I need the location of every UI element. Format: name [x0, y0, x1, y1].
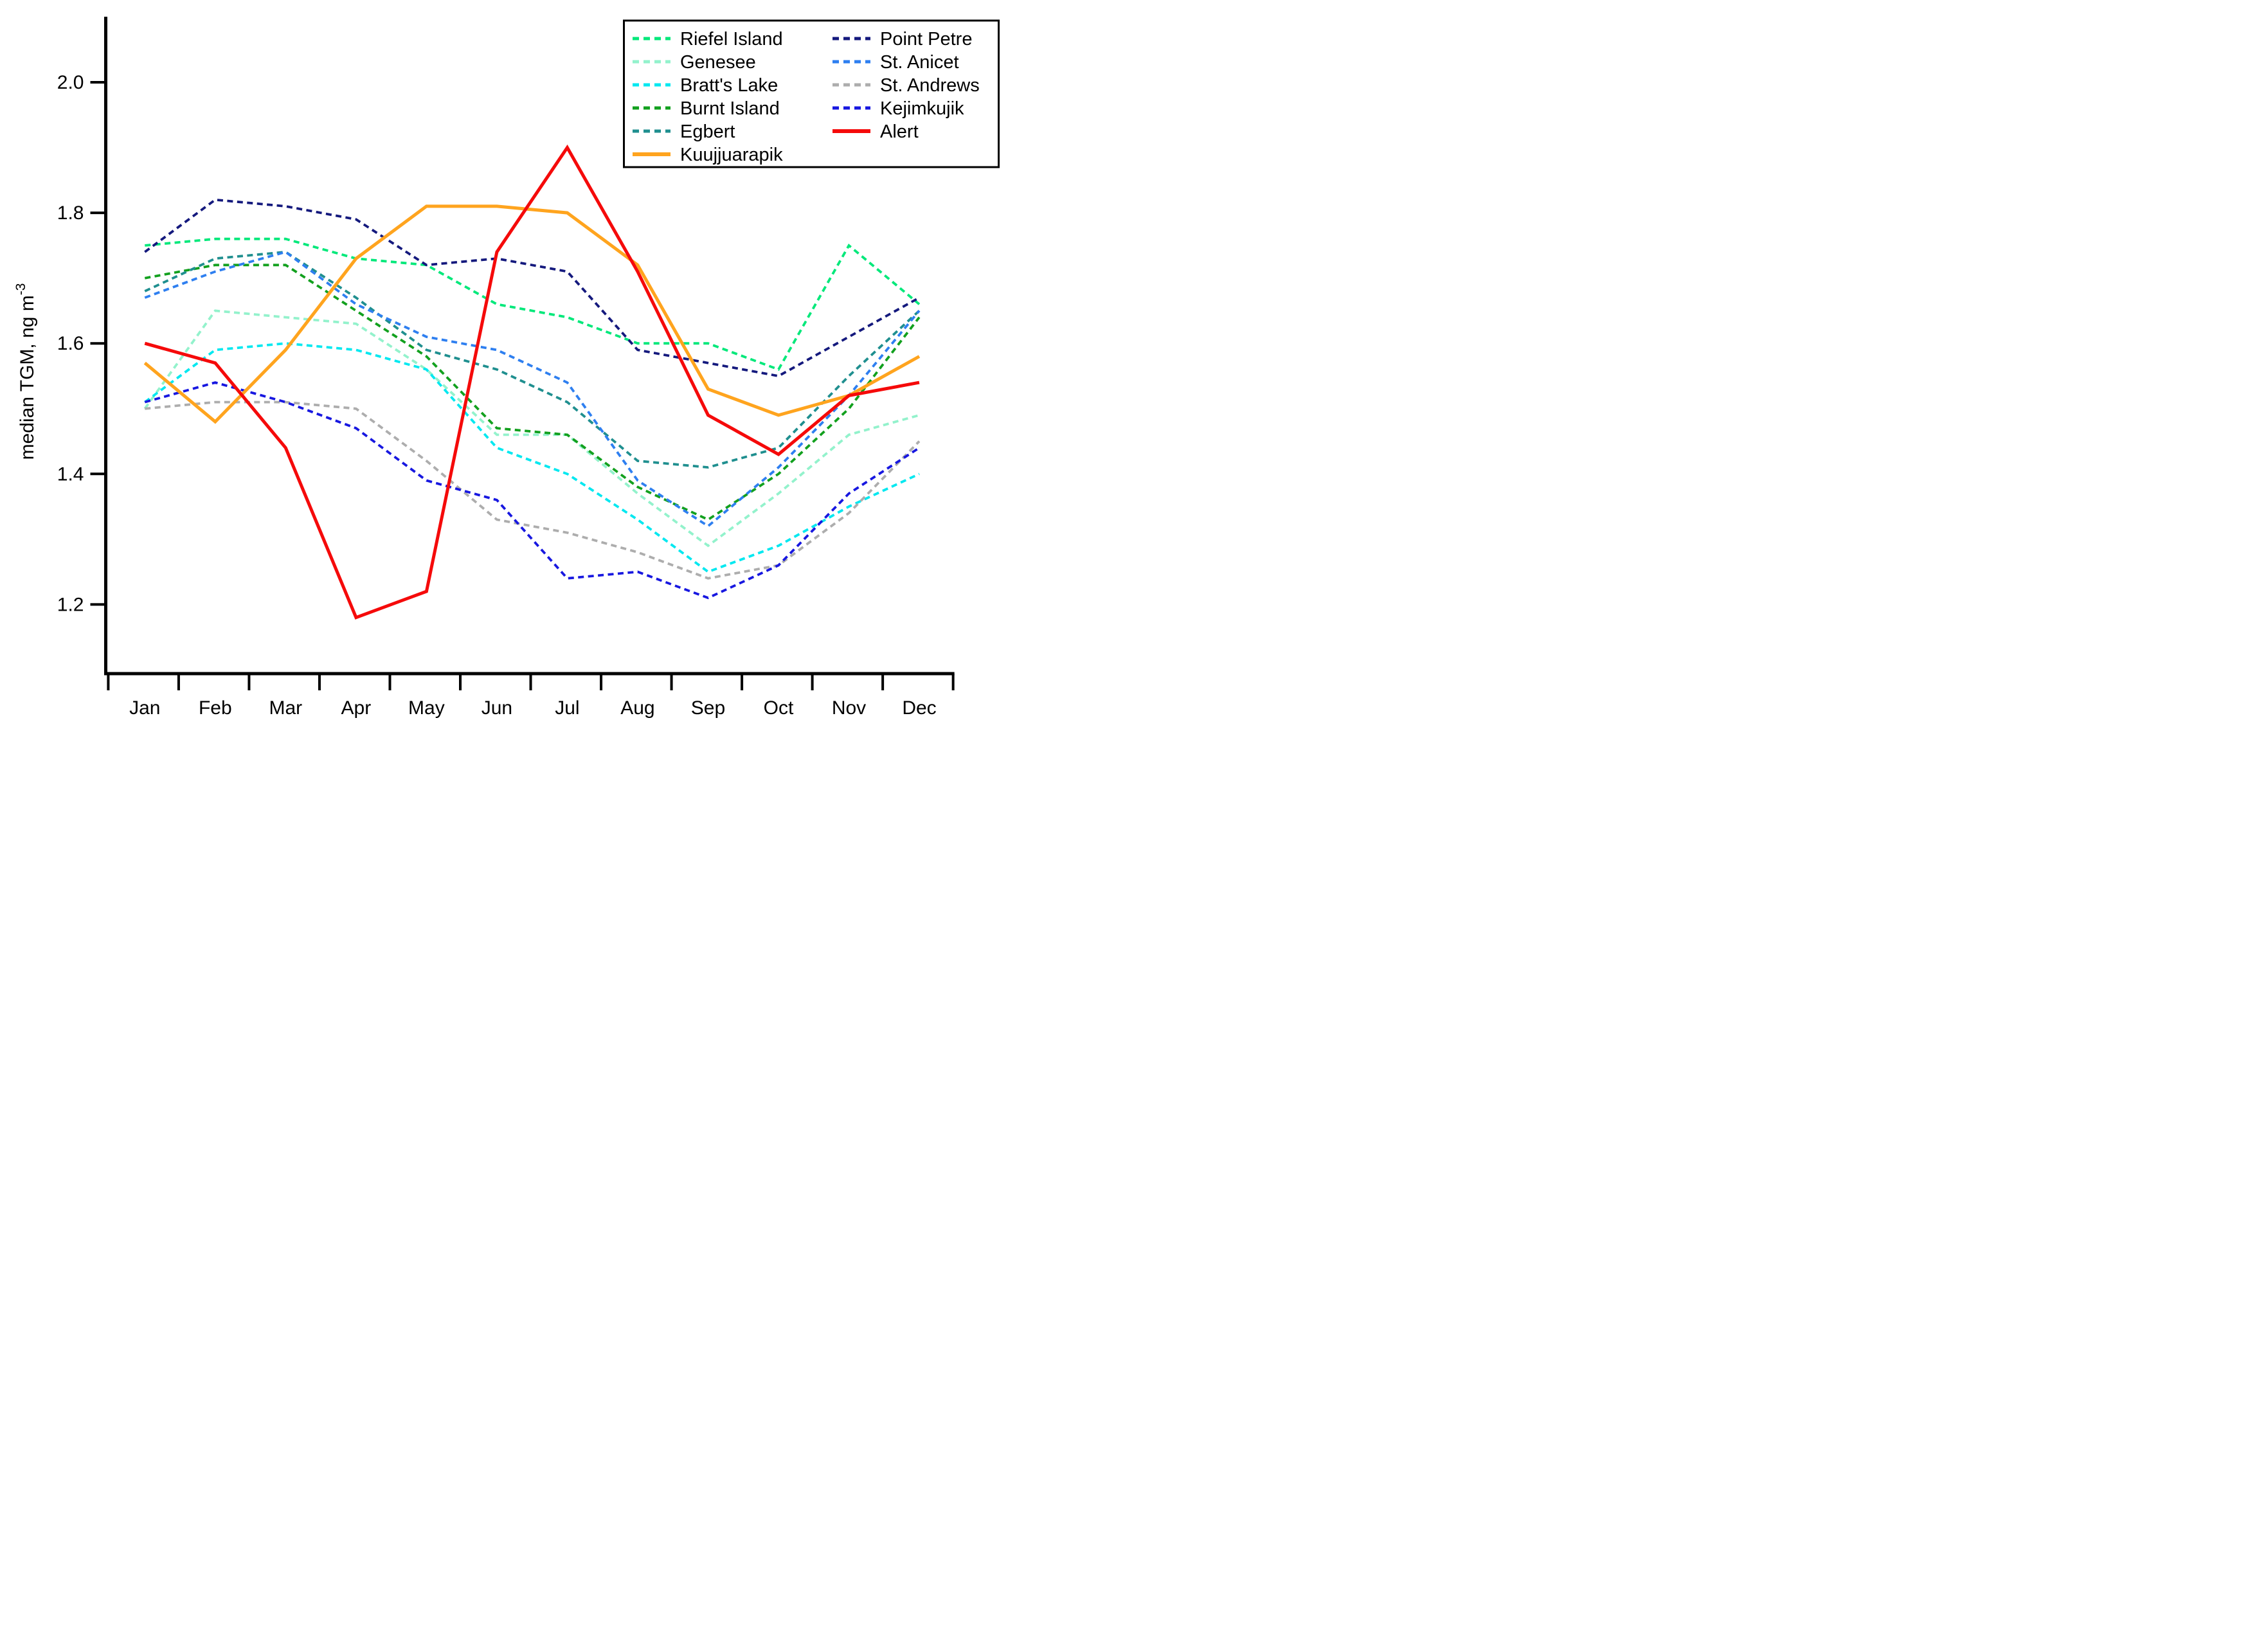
legend-label-st-anicet: St. Anicet	[880, 52, 959, 73]
x-tick-label: Apr	[341, 697, 372, 719]
y-tick-label: 1.8	[57, 202, 84, 224]
legend-item-egbert: Egbert	[633, 121, 735, 142]
legend-label-st-andrews: St. Andrews	[880, 75, 980, 96]
series-line-st-andrews	[145, 400, 921, 580]
legend-item-st-andrews: St. Andrews	[833, 75, 980, 96]
legend-label-kuujjuarapik: Kuujjuarapik	[680, 145, 783, 165]
legend-item-riefel-island: Riefel Island	[633, 29, 783, 49]
x-tick-label: Sep	[691, 697, 725, 719]
series-line-egbert	[144, 251, 921, 469]
legend-label-alert: Alert	[880, 121, 919, 142]
legend-label-genesee: Genesee	[680, 52, 756, 73]
x-tick-label: Mar	[269, 697, 303, 719]
series-line-bratt-s-lake	[144, 342, 920, 573]
series-line-point-petre	[144, 198, 920, 377]
y-tick-label: 1.2	[57, 594, 84, 615]
series-line-alert	[144, 144, 920, 620]
legend-item-burnt-island: Burnt Island	[633, 98, 780, 119]
legend-item-kuujjuarapik: Kuujjuarapik	[633, 145, 783, 165]
legend-label-kejimkujik: Kejimkujik	[880, 98, 964, 119]
y-tick-label: 2.0	[57, 72, 84, 93]
chart-canvas: 2.0 1.8 1.6 1.4 1.2 Jan Feb Mar Apr May Jun Jul Aug S…	[14, 17, 1000, 719]
y-axis-title: median TGM, ng m-3	[14, 283, 38, 460]
legend-box	[623, 19, 1000, 168]
series-line-kejimkujik	[144, 381, 921, 600]
x-tick-label: Jan	[129, 697, 160, 719]
plot-lines	[143, 144, 921, 620]
legend-label-egbert: Egbert	[680, 121, 735, 142]
y-tick-label: 1.6	[57, 333, 84, 354]
legend-label-point-petre: Point Petre	[880, 29, 972, 49]
x-tick-label: Dec	[902, 697, 936, 719]
legend-item-alert: Alert	[833, 121, 919, 142]
x-tick-label: Jul	[555, 697, 579, 719]
legend-item-genesee: Genesee	[633, 52, 756, 73]
x-tick-label: Nov	[832, 697, 866, 719]
legend-item-bratt-s-lake: Bratt's Lake	[633, 75, 778, 96]
x-tick-label: May	[408, 697, 445, 719]
legend-label-bratt-s-lake: Bratt's Lake	[680, 75, 778, 96]
legend-item-st-anicet: St. Anicet	[833, 52, 959, 73]
x-tick-label: Oct	[764, 697, 794, 719]
series-line-st-anicet	[144, 250, 921, 528]
legend-label-riefel-island: Riefel Island	[680, 29, 783, 49]
series-line-burnt-island	[144, 264, 921, 521]
series-line-kuujjuarapik	[143, 204, 921, 424]
axes: 2.0 1.8 1.6 1.4 1.2 Jan Feb Mar Apr May Jun Jul Aug S…	[14, 17, 955, 719]
x-tick-label: Feb	[199, 697, 232, 719]
legend-label-burnt-island: Burnt Island	[680, 98, 780, 119]
x-tick-label: Aug	[620, 697, 654, 719]
legend-item-point-petre: Point Petre	[833, 29, 972, 49]
y-tick-label: 1.4	[57, 463, 84, 485]
x-tick-label: Jun	[482, 697, 512, 719]
series-line-riefel-island	[145, 237, 921, 372]
legend-item-kejimkujik: Kejimkujik	[833, 98, 964, 119]
tgm-seasonal-line-chart: 2.0 1.8 1.6 1.4 1.2 Jan Feb Mar Apr May Jun Jul Aug S…	[0, 0, 1008, 725]
series-line-genesee	[143, 309, 920, 548]
